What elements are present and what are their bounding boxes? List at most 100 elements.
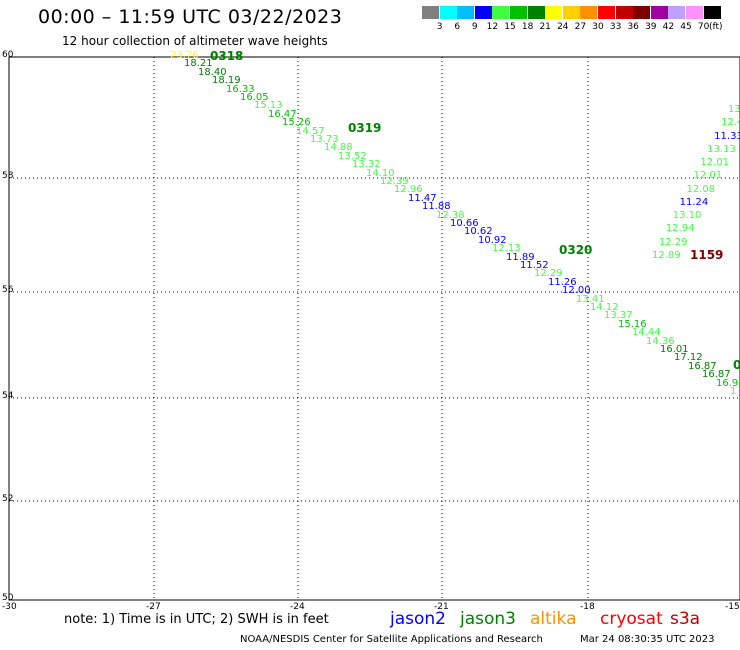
scale-swatch bbox=[686, 6, 703, 19]
swh-reading: 10.62 bbox=[464, 226, 493, 238]
swh-reading: 14.88 bbox=[324, 142, 353, 154]
scale-tick-label: 27 bbox=[574, 22, 587, 32]
scale-tick-label: 3 bbox=[436, 22, 443, 32]
swh-reading: 12.08 bbox=[686, 183, 716, 195]
swh-reading: 18.19 bbox=[212, 75, 241, 87]
swh-reading: 13 bbox=[728, 104, 740, 115]
scale-tick-label: 30 bbox=[592, 22, 604, 32]
longitude-label: -27 bbox=[146, 602, 161, 612]
scale-tick-label: 39 bbox=[645, 22, 657, 32]
satellite-legend-altika: altika bbox=[530, 609, 577, 629]
swh-reading: 12.01 bbox=[693, 170, 723, 182]
swh-reading: 12.4 bbox=[721, 117, 740, 129]
credit-text: NOAA/NESDIS Center for Satellite Applica… bbox=[240, 634, 543, 645]
swh-reading: 15.16 bbox=[618, 318, 647, 330]
scale-swatch bbox=[527, 6, 545, 19]
scale-tick-label: 45 bbox=[680, 22, 692, 32]
scale-swatch bbox=[703, 6, 721, 19]
swh-reading: 15.26 bbox=[282, 117, 311, 129]
page-subtitle: 12 hour collection of altimeter wave hei… bbox=[62, 34, 328, 48]
swh-reading: 14.10 bbox=[366, 167, 395, 179]
longitude-label: -15 bbox=[725, 602, 740, 612]
longitude-label: -18 bbox=[580, 602, 595, 612]
scale-swatch bbox=[615, 6, 633, 19]
lat-lon-grid bbox=[9, 57, 740, 600]
swh-reading: 14.44 bbox=[632, 327, 661, 339]
scale-swatch bbox=[545, 6, 563, 19]
scale-tick-label: 9 bbox=[471, 22, 478, 32]
swh-reading: 16.87 bbox=[688, 360, 717, 372]
scale-tick-label: 6 bbox=[454, 22, 461, 32]
scale-swatch bbox=[422, 6, 439, 19]
swh-reading: 11.89 bbox=[506, 251, 535, 263]
swh-reading: 12.96 bbox=[394, 184, 423, 196]
generated-timestamp: Mar 24 08:30:35 UTC 2023 bbox=[580, 634, 715, 645]
swh-reading: 16.9 bbox=[716, 377, 739, 389]
swh-reading: 18.40 bbox=[198, 66, 227, 78]
latitude-label: 60 bbox=[2, 50, 14, 60]
pass-time-label: 0318 bbox=[210, 49, 244, 63]
satellite-legend-jason2: jason2 bbox=[390, 609, 446, 629]
swh-reading: 12.29 bbox=[658, 236, 688, 248]
scale-swatch bbox=[668, 6, 686, 19]
scale-swatch bbox=[633, 6, 651, 19]
scale-swatch bbox=[650, 6, 668, 19]
swh-reading: 12.13 bbox=[492, 243, 521, 255]
swh-reading: 16.33 bbox=[226, 83, 255, 95]
pass-time-label: 0320 bbox=[559, 243, 593, 257]
swh-reading: 13.41 bbox=[576, 293, 605, 305]
pass-time-label: 0 bbox=[733, 358, 740, 372]
scale-tick-label: 70 bbox=[697, 22, 710, 32]
latitude-label: 56 bbox=[2, 285, 14, 295]
longitude-label: -21 bbox=[434, 602, 449, 612]
latitude-label: 52 bbox=[2, 494, 14, 504]
swh-reading: 13.10 bbox=[672, 210, 702, 222]
pass-time-label: 0319 bbox=[348, 121, 382, 135]
scale-tick-label: 24 bbox=[557, 22, 569, 32]
swh-reading: 11.24 bbox=[679, 196, 709, 208]
swh-reading: 12.01 bbox=[700, 157, 729, 169]
scale-swatch bbox=[510, 6, 527, 19]
swh-reading: 17.12 bbox=[674, 352, 703, 364]
swh-reading: 14.57 bbox=[296, 125, 325, 137]
swh-reading: 12.39 bbox=[380, 176, 409, 187]
swh-reading: 23.76 bbox=[170, 50, 199, 61]
satellite-legend-cryosat: cryosat bbox=[600, 609, 663, 629]
scale-tick-label: 33 bbox=[609, 22, 622, 32]
scale-swatch bbox=[492, 6, 510, 19]
latitude-label: 58 bbox=[2, 171, 14, 181]
scale-tick-label: 42 bbox=[662, 22, 675, 32]
plot-frame bbox=[8, 56, 740, 601]
scale-tick-label: 36 bbox=[627, 22, 639, 32]
swh-reading: 11.88 bbox=[422, 201, 451, 213]
scale-tick-label: 21 bbox=[539, 22, 551, 32]
scale-tick-label: 15 bbox=[504, 22, 516, 32]
scale-swatch bbox=[457, 6, 475, 19]
pass-time-label: 1159 bbox=[690, 248, 724, 262]
swh-reading: 11.47 bbox=[408, 192, 437, 204]
latitude-label: 50 bbox=[2, 593, 14, 603]
swh-reading: 13.37 bbox=[604, 310, 633, 322]
scale-tick-label: 12 bbox=[486, 22, 499, 32]
swh-reading: 18.21 bbox=[184, 58, 213, 70]
footer-note: note: 1) Time is in UTC; 2) SWH is in fe… bbox=[64, 612, 329, 627]
scale-units: (ft) bbox=[709, 22, 723, 32]
page-title: 00:00 – 11:59 UTC 03/22/2023 bbox=[38, 6, 343, 28]
longitude-label: -24 bbox=[290, 602, 305, 612]
swh-reading: 11.52 bbox=[520, 260, 549, 271]
swh-reading: 11.26 bbox=[548, 276, 577, 288]
swh-reading: 1 bbox=[730, 386, 737, 397]
latitude-label: 54 bbox=[2, 391, 14, 401]
longitude-label: -30 bbox=[2, 602, 17, 612]
swh-reading: 13.32 bbox=[352, 159, 381, 171]
scale-swatch bbox=[474, 6, 492, 19]
swh-reading: 12.89 bbox=[652, 250, 681, 261]
swh-reading: 10.66 bbox=[450, 218, 479, 229]
swh-reading: 11.33 bbox=[714, 130, 740, 142]
swh-reading: 13.52 bbox=[338, 150, 367, 162]
swh-reading: 13.73 bbox=[310, 134, 339, 145]
swh-reading: 12.00 bbox=[562, 285, 591, 297]
swh-reading: 13.13 bbox=[707, 143, 736, 155]
scale-swatch bbox=[562, 6, 580, 19]
